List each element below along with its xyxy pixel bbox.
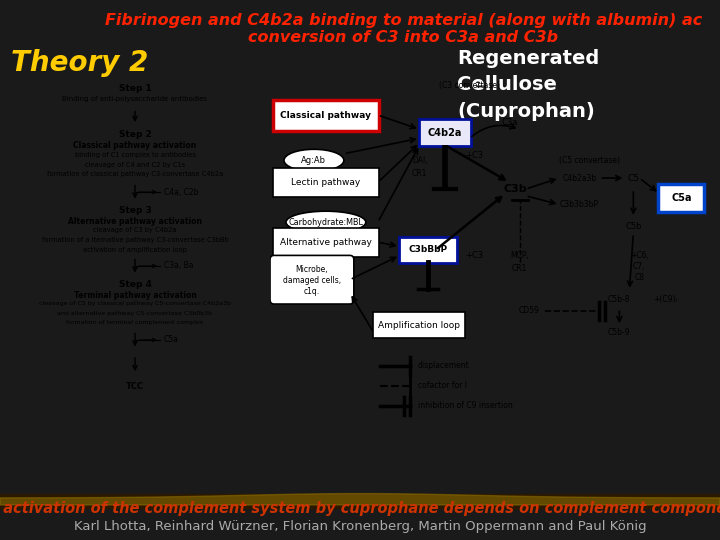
Text: Regenerated
Cellulose
(Cuprophan): Regenerated Cellulose (Cuprophan) (457, 49, 600, 120)
Text: formation of terminal complement complex: formation of terminal complement complex (66, 320, 204, 325)
Text: Terminal pathway activation: Terminal pathway activation (73, 291, 197, 300)
Text: +C6,: +C6, (630, 251, 649, 260)
Text: c1q.: c1q. (304, 287, 320, 296)
Ellipse shape (284, 149, 344, 171)
Text: C5b-8: C5b-8 (608, 295, 631, 304)
Text: formation of a lternative pathway C3-convertase C3bBb: formation of a lternative pathway C3-con… (42, 237, 228, 242)
Text: Karl Lhotta, Reinhard Würzner, Florian Kronenberg, Martin Oppermann and Paul Kön: Karl Lhotta, Reinhard Würzner, Florian K… (73, 520, 647, 533)
Text: (C5 convertase): (C5 convertase) (559, 156, 620, 165)
FancyBboxPatch shape (419, 119, 471, 146)
Text: Step 4: Step 4 (119, 280, 151, 289)
Text: cleavage of C5 by classical pathway C5-convertase C4b2a3b: cleavage of C5 by classical pathway C5-c… (39, 301, 231, 306)
Text: Ag:Ab: Ag:Ab (302, 156, 326, 165)
Text: C7,: C7, (633, 262, 646, 271)
Text: Classical pathway: Classical pathway (280, 111, 372, 119)
Text: Alternative pathway: Alternative pathway (280, 238, 372, 247)
Text: C4b2a: C4b2a (428, 128, 462, 138)
FancyBboxPatch shape (373, 312, 464, 338)
Text: Step 1: Step 1 (119, 84, 151, 93)
Text: Step 2: Step 2 (119, 131, 151, 139)
Text: Carbohydrate:MBL: Carbohydrate:MBL (289, 218, 364, 227)
Text: C4b2a3b: C4b2a3b (562, 173, 597, 183)
FancyBboxPatch shape (273, 99, 379, 131)
Text: Classical pathway activation: Classical pathway activation (73, 141, 197, 150)
Text: +C3: +C3 (466, 251, 484, 260)
Text: C3a, Ba: C3a, Ba (163, 261, 193, 271)
Text: C5a: C5a (163, 335, 179, 345)
Text: +C3: +C3 (466, 151, 484, 160)
Text: CR1: CR1 (512, 264, 527, 273)
Text: Binding of anti-polysaccharide antibodies: Binding of anti-polysaccharide antibodie… (63, 96, 207, 102)
Text: activation of amplification loop: activation of amplification loop (83, 247, 187, 253)
Bar (0, 494, 720, 508)
Text: C4a, C2b: C4a, C2b (163, 187, 198, 197)
FancyBboxPatch shape (399, 237, 456, 263)
Text: C5b-9: C5b-9 (608, 328, 631, 338)
FancyBboxPatch shape (273, 228, 379, 256)
Text: C3b3b3bP: C3b3b3bP (560, 200, 599, 209)
Text: CD59: CD59 (519, 306, 540, 315)
Text: C8: C8 (634, 273, 644, 282)
Text: inhibition of C9 insertion: inhibition of C9 insertion (418, 401, 513, 410)
Text: +(C9)ᵣ: +(C9)ᵣ (653, 295, 678, 304)
Text: TCC: TCC (126, 382, 144, 392)
Text: cofactor for I: cofactor for I (418, 381, 467, 390)
Text: binding of C1 complex to antibodies: binding of C1 complex to antibodies (75, 152, 195, 158)
Text: C5a: C5a (671, 193, 691, 203)
Text: C5b: C5b (625, 222, 642, 231)
Text: MCP,: MCP, (510, 251, 529, 260)
Text: Alternative pathway activation: Alternative pathway activation (68, 217, 202, 226)
Text: conversion of C3 into C3a and C3b: conversion of C3 into C3a and C3b (248, 30, 558, 45)
FancyBboxPatch shape (658, 184, 704, 212)
Text: Lectin pathway: Lectin pathway (292, 178, 361, 187)
Text: damaged cells,: damaged cells, (283, 276, 341, 285)
Text: Theory 2: Theory 2 (11, 49, 148, 77)
Text: (C3 convertase): (C3 convertase) (439, 80, 500, 90)
Text: Rapid activation of the complement system by cuprophane depends on complement co: Rapid activation of the complement syste… (0, 501, 720, 516)
Ellipse shape (286, 211, 366, 233)
Text: cleavage of C4 and C2 by C1s: cleavage of C4 and C2 by C1s (85, 162, 185, 168)
Text: C3a: C3a (501, 118, 518, 127)
Text: formation of classical pathway C3-convertase C4b2a: formation of classical pathway C3-conver… (47, 172, 223, 178)
Text: DAI,: DAI, (412, 156, 428, 165)
Text: Microbe,: Microbe, (296, 265, 328, 274)
FancyBboxPatch shape (273, 168, 379, 197)
Text: Fibrinogen and C4b2a binding to material (along with albumin) ac: Fibrinogen and C4b2a binding to material… (104, 14, 702, 29)
FancyBboxPatch shape (270, 255, 354, 304)
Text: Step 3: Step 3 (119, 206, 151, 215)
Text: C3b: C3b (504, 184, 527, 194)
Text: C3bBbP: C3bBbP (408, 245, 447, 254)
Text: and alternative pathway C5-convertase C3b0b3b: and alternative pathway C5-convertase C3… (58, 310, 212, 315)
Text: cleavage of C3 by C4b2a: cleavage of C3 by C4b2a (94, 227, 176, 233)
Text: C5: C5 (627, 173, 639, 183)
Text: displacement: displacement (418, 361, 469, 370)
Text: CR1: CR1 (412, 169, 428, 178)
Text: Amplification loop: Amplification loop (378, 321, 460, 329)
